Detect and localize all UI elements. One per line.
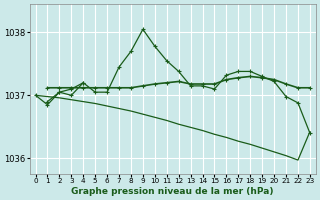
X-axis label: Graphe pression niveau de la mer (hPa): Graphe pression niveau de la mer (hPa) <box>71 187 274 196</box>
